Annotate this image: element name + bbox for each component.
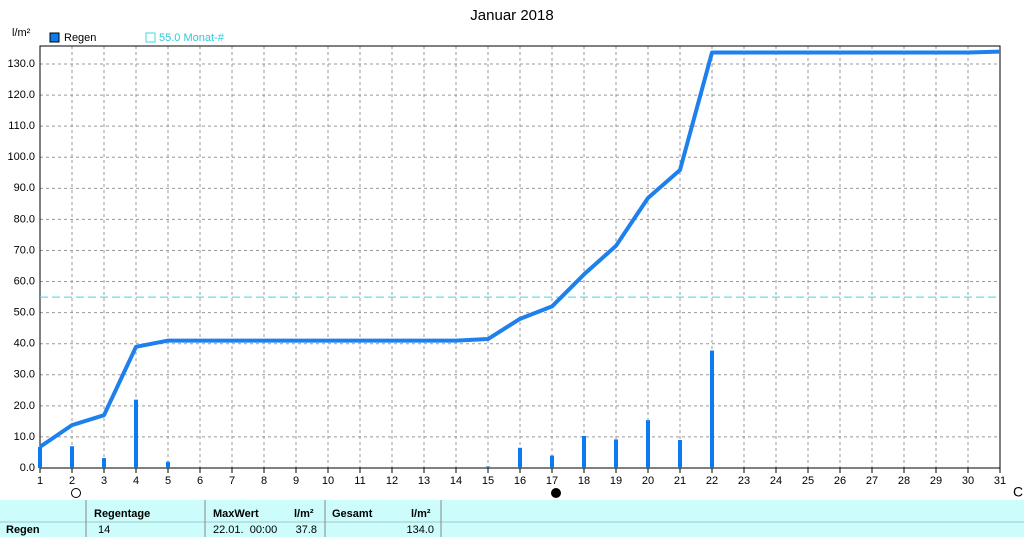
- y-tick-label: 30.0: [14, 369, 35, 381]
- y-tick-label: 70.0: [14, 244, 35, 256]
- bar: [582, 435, 586, 468]
- bar: [70, 446, 74, 468]
- bar: [614, 439, 618, 468]
- bar: [518, 447, 522, 468]
- x-tick-label: 21: [674, 475, 686, 487]
- y-tick-label: 40.0: [14, 338, 35, 350]
- y-tick-label: 10.0: [14, 431, 35, 443]
- y-tick-label: 110.0: [8, 120, 35, 132]
- x-tick-label: 2: [69, 475, 75, 487]
- x-tick-label: 15: [482, 475, 494, 487]
- summary-table: Regen Regentage MaxWert l/m² Gesamt l/m²…: [0, 500, 1024, 537]
- y-tick-label: 120.0: [7, 89, 35, 101]
- x-tick-label: 9: [293, 475, 299, 487]
- x-tick-label: 7: [229, 475, 235, 487]
- x-tick-label: 23: [738, 475, 750, 487]
- y-tick-label: 100.0: [7, 151, 35, 163]
- x-tick-label: 28: [898, 475, 910, 487]
- x-tick-label: 13: [418, 475, 430, 487]
- y-tick-label: 50.0: [14, 307, 35, 319]
- x-tick-label: 25: [802, 475, 814, 487]
- y-tick-label: 0.0: [20, 462, 35, 474]
- line: [38, 49, 1001, 449]
- x-tick-label: 26: [834, 475, 846, 487]
- x-tick-label: 16: [514, 475, 526, 487]
- x-tick-label: 30: [962, 475, 974, 487]
- moon-icon: C: [1013, 484, 1023, 500]
- bar: [486, 466, 490, 468]
- bar: [710, 350, 714, 468]
- x-tick-label: 17: [546, 475, 558, 487]
- table-cell: 22.01. 00:00: [213, 524, 277, 536]
- row-label: Regen: [6, 524, 40, 536]
- table-header: Regentage: [94, 508, 150, 520]
- table-cell: 37.8: [296, 524, 317, 536]
- legend-swatch: [145, 32, 156, 43]
- x-tick-label: 14: [450, 475, 462, 487]
- x-tick-label: 10: [322, 475, 334, 487]
- legend-swatch: [49, 32, 60, 43]
- x-tick-label: 24: [770, 475, 782, 487]
- table-header: l/m²: [411, 508, 431, 520]
- y-tick-label: 80.0: [14, 213, 35, 225]
- bar: [550, 455, 554, 468]
- bar: [134, 399, 138, 468]
- legend-label: 55.0 Monat-#: [159, 32, 225, 44]
- table-header: l/m²: [294, 508, 314, 520]
- x-tick-label: 22: [706, 475, 718, 487]
- table-cell: 14: [98, 524, 110, 536]
- table-cell: 134.0: [406, 524, 434, 536]
- x-tick-label: 1: [37, 475, 43, 487]
- table-header: Gesamt: [332, 508, 373, 520]
- bar: [102, 458, 106, 468]
- bar: [38, 446, 42, 468]
- bar: [646, 420, 650, 468]
- x-tick-label: 18: [578, 475, 590, 487]
- x-tick-label: 12: [386, 475, 398, 487]
- x-tick-label: 31: [994, 475, 1006, 487]
- table-header: MaxWert: [213, 508, 259, 520]
- y-tick-label: 20.0: [14, 400, 35, 412]
- x-tick-label: 29: [930, 475, 942, 487]
- table-bg: [0, 500, 1024, 537]
- bar: [166, 461, 170, 468]
- y-tick-label: 90.0: [14, 182, 35, 194]
- y-axis-label: l/m²: [12, 27, 31, 39]
- plot: 0.0 10.0 20.0 30.0 40.0 50.0 60.0 70.0 80.0 90.0 1…: [7, 45, 1006, 487]
- x-tick-label: 20: [642, 475, 654, 487]
- x-tick-label: 19: [610, 475, 622, 487]
- x-tick-label: 6: [197, 475, 203, 487]
- chart-title: Januar 2018: [470, 7, 553, 24]
- x-tick-label: 3: [101, 475, 107, 487]
- x-tick-label: 4: [133, 475, 139, 487]
- legend-label: Regen: [64, 32, 96, 44]
- x-tick-label: 27: [866, 475, 878, 487]
- moon-icon: [71, 488, 81, 498]
- y-tick-label: 60.0: [14, 275, 35, 287]
- y-tick-label: 130.0: [7, 58, 35, 70]
- bar: [678, 440, 682, 468]
- moon-icon: [551, 488, 561, 498]
- x-tick-label: 5: [165, 475, 171, 487]
- x-tick-label: 8: [261, 475, 267, 487]
- x-tick-label: 11: [354, 475, 365, 487]
